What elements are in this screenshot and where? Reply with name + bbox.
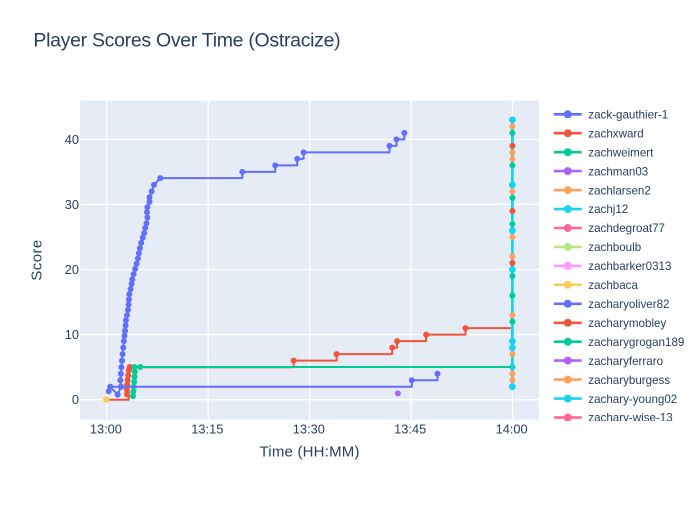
svg-text:zachboulb: zachboulb [588, 241, 641, 254]
svg-text:zachxward: zachxward [588, 127, 643, 140]
svg-text:zacharyburgess: zacharyburgess [588, 374, 670, 387]
svg-text:10: 10 [65, 327, 79, 342]
svg-text:zachbarker0313: zachbarker0313 [588, 260, 671, 273]
svg-text:20: 20 [65, 262, 79, 277]
svg-text:Time (HH:MM): Time (HH:MM) [260, 444, 360, 461]
svg-text:Player Scores Over Time (Ostra: Player Scores Over Time (Ostracize) [33, 30, 340, 52]
svg-text:zack-gauthier-1: zack-gauthier-1 [588, 109, 668, 122]
svg-text:zacharyoliver82: zacharyoliver82 [588, 298, 669, 311]
svg-text:zachj12: zachj12 [588, 203, 628, 216]
svg-text:zachweimert: zachweimert [588, 146, 654, 159]
svg-text:zacharymobley: zacharymobley [588, 317, 666, 330]
svg-text:13:00: 13:00 [90, 421, 122, 436]
svg-text:zachary-wise-13: zachary-wise-13 [588, 412, 672, 425]
svg-text:zacharyferraro: zacharyferraro [588, 355, 663, 368]
svg-text:13:45: 13:45 [394, 421, 426, 436]
svg-text:0: 0 [72, 392, 79, 407]
svg-text:13:30: 13:30 [293, 421, 325, 436]
svg-text:zacharygrogan189: zacharygrogan189 [588, 336, 684, 349]
svg-text:zachlarsen2: zachlarsen2 [588, 184, 651, 197]
svg-text:zachman03: zachman03 [588, 165, 648, 178]
svg-text:zachdegroat77: zachdegroat77 [588, 222, 665, 235]
svg-text:40: 40 [65, 132, 79, 147]
svg-text:30: 30 [65, 197, 79, 212]
svg-text:13:15: 13:15 [191, 421, 223, 436]
svg-text:zachbaca: zachbaca [588, 279, 638, 292]
svg-text:14:00: 14:00 [496, 421, 528, 436]
svg-text:Score: Score [29, 239, 46, 280]
svg-text:zachary-young02: zachary-young02 [588, 393, 677, 406]
